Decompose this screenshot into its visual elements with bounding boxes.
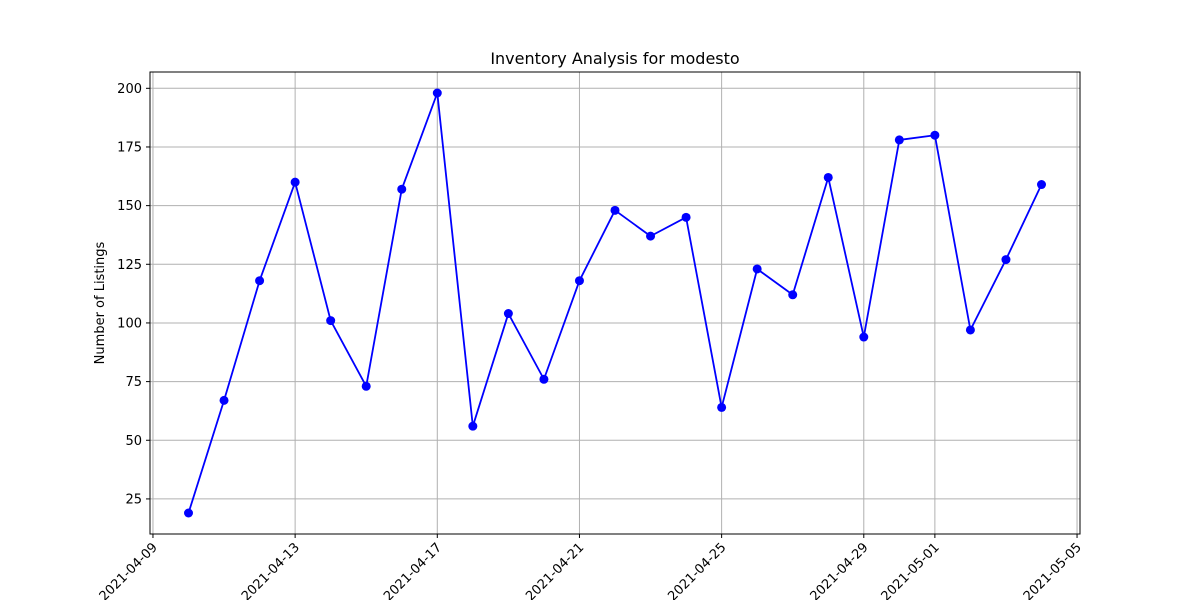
- data-point: [361, 381, 371, 391]
- chart-title: Inventory Analysis for modesto: [490, 49, 739, 68]
- data-point: [859, 332, 869, 342]
- data-point: [397, 184, 407, 194]
- data-point: [574, 276, 584, 286]
- y-tick-label: 100: [117, 316, 142, 331]
- data-point: [255, 276, 265, 286]
- y-axis-label: Number of Listings: [93, 241, 108, 364]
- y-axis: 25 50 75 100 125 150 175 200: [117, 82, 150, 507]
- y-tick-label: 125: [117, 258, 142, 273]
- y-tick-label: 200: [117, 82, 142, 97]
- data-point: [432, 88, 442, 98]
- data-point: [468, 421, 478, 431]
- data-point: [717, 402, 727, 412]
- series-layer: [184, 88, 1046, 518]
- data-point: [539, 374, 549, 384]
- data-point: [1036, 180, 1046, 190]
- data-point: [930, 130, 940, 140]
- data-point: [326, 316, 336, 326]
- plot-frame: [149, 71, 1081, 535]
- data-point: [184, 508, 194, 518]
- y-tick-label: 25: [125, 492, 142, 507]
- data-point: [752, 264, 762, 274]
- grid: [150, 72, 1080, 534]
- data-point: [894, 135, 904, 145]
- data-point: [788, 290, 798, 300]
- data-point: [610, 205, 620, 215]
- y-tick-label: 75: [125, 375, 142, 390]
- data-point: [290, 177, 300, 187]
- y-tick-label: 150: [117, 199, 142, 214]
- data-point: [219, 395, 229, 405]
- data-point: [503, 309, 513, 319]
- y-tick-label: 50: [125, 434, 142, 449]
- data-point: [965, 325, 975, 335]
- y-tick-label: 175: [117, 140, 142, 155]
- data-point: [681, 212, 691, 222]
- data-point: [1001, 255, 1011, 265]
- data-point: [823, 172, 833, 182]
- data-point: [646, 231, 656, 241]
